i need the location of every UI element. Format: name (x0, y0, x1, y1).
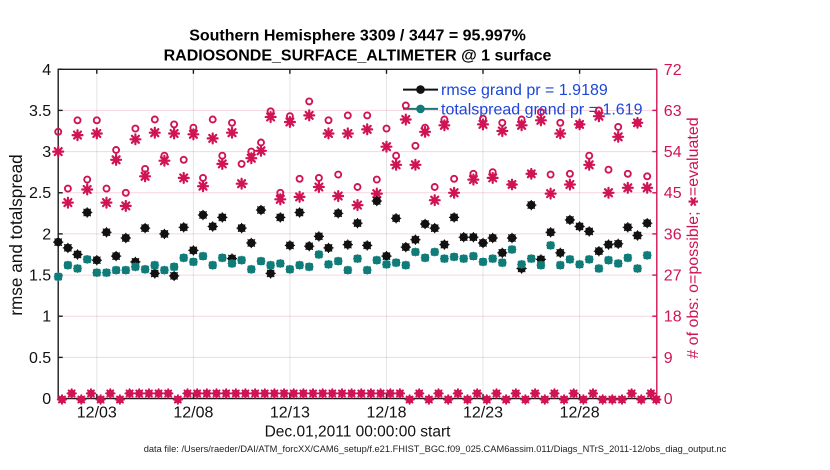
svg-text:27: 27 (664, 268, 682, 285)
svg-text:9: 9 (664, 350, 673, 367)
svg-text:54: 54 (664, 144, 682, 161)
svg-text:36: 36 (664, 226, 682, 243)
svg-text:2.5: 2.5 (29, 185, 51, 202)
svg-text:45: 45 (664, 185, 682, 202)
svg-text:0.5: 0.5 (29, 350, 51, 367)
svg-text:12/23: 12/23 (463, 405, 503, 422)
svg-text:0: 0 (42, 391, 51, 408)
svg-text:2: 2 (42, 226, 51, 243)
svg-text:# of obs: o=possible; ✱=evalua: # of obs: o=possible; ✱=evaluated (685, 117, 702, 358)
svg-text:RADIOSONDE_SURFACE_ALTIMETER @: RADIOSONDE_SURFACE_ALTIMETER @ 1 surface (164, 48, 552, 65)
svg-text:12/03: 12/03 (77, 405, 117, 422)
svg-text:12/08: 12/08 (173, 405, 213, 422)
svg-text:12/13: 12/13 (270, 405, 310, 422)
svg-text:rmse and totalspread: rmse and totalspread (6, 154, 26, 315)
svg-text:data file: /Users/raeder/DAI/A: data file: /Users/raeder/DAI/ATM_forcXX/… (144, 444, 727, 454)
svg-text:18: 18 (664, 309, 682, 326)
svg-text:Southern Hemisphere 3309 / 344: Southern Hemisphere 3309 / 3447 = 95.997… (189, 28, 526, 45)
svg-text:63: 63 (664, 103, 682, 120)
svg-text:72: 72 (664, 62, 682, 79)
svg-text:Dec.01,2011 00:00:00 start: Dec.01,2011 00:00:00 start (265, 424, 452, 441)
svg-text:3: 3 (42, 144, 51, 161)
svg-text:12/28: 12/28 (560, 405, 600, 422)
svg-text:3.5: 3.5 (29, 103, 51, 120)
svg-text:rmse grand pr = 1.9189: rmse grand pr = 1.9189 (441, 82, 608, 99)
svg-text:12/18: 12/18 (366, 405, 406, 422)
svg-text:4: 4 (42, 62, 51, 79)
svg-text:1.5: 1.5 (29, 268, 51, 285)
svg-text:1: 1 (42, 309, 51, 326)
svg-text:0: 0 (664, 391, 673, 408)
